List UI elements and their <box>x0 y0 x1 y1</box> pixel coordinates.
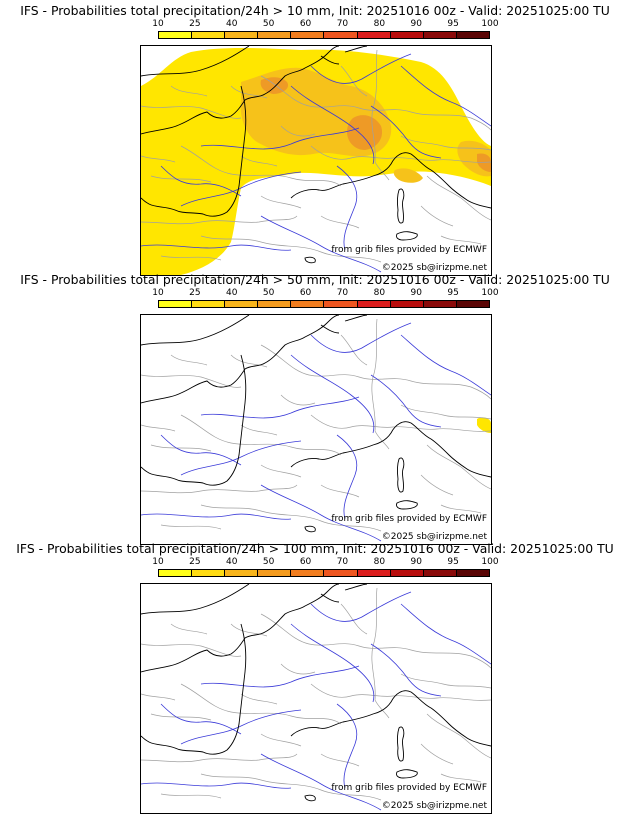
colorbar-tick-label: 40 <box>226 557 238 567</box>
colorbar-swatch <box>192 32 226 38</box>
panel-title: IFS - Probabilities total precipitation/… <box>20 272 610 287</box>
colorbar-swatch <box>159 32 193 38</box>
colorbar-tick-label: 60 <box>299 288 312 298</box>
probability-field <box>141 48 491 275</box>
colorbar-tick-label: 100 <box>481 19 499 29</box>
colorbar-swatch <box>390 570 424 576</box>
colorbar-swatch <box>456 570 489 576</box>
probability-map: from grib files provided by ECMWF ©2025 … <box>140 45 492 276</box>
colorbar-tick-label: 70 <box>336 19 349 29</box>
colorbar-tick-label: 95 <box>447 288 459 298</box>
colorbar-swatch <box>423 301 457 307</box>
colorbar-tick-label: 10 <box>152 557 164 567</box>
rivers <box>141 53 491 273</box>
probability-map: from grib files provided by ECMWF ©2025 … <box>140 583 492 814</box>
colorbar-swatch <box>291 570 325 576</box>
colorbar-tick-label: 90 <box>410 557 422 567</box>
forecast-panel-2: IFS - Probabilities total precipitation/… <box>0 269 630 545</box>
colorbar-swatch <box>225 570 259 576</box>
coastline <box>141 584 491 802</box>
colorbar-swatch <box>291 32 325 38</box>
colorbar <box>158 569 490 577</box>
colorbar-swatch <box>291 301 325 307</box>
colorbar-labels: 10 25 40 50 60 70 80 90 95 100 <box>152 19 498 31</box>
colorbar-swatch <box>324 301 358 307</box>
colorbar-swatch <box>159 570 193 576</box>
colorbar-tick-label: 70 <box>336 288 349 298</box>
colorbar-tick-label: 25 <box>189 288 201 298</box>
colorbar-tick-label: 25 <box>189 19 201 29</box>
colorbar-swatch <box>456 301 489 307</box>
map-canvas <box>141 584 491 811</box>
colorbar-swatch <box>258 301 292 307</box>
copyright-credit: ©2025 sb@irizpme.net <box>381 263 487 273</box>
colorbar-tick-label: 90 <box>410 19 422 29</box>
probability-map: from grib files provided by ECMWF ©2025 … <box>140 314 492 545</box>
colorbar-swatch <box>225 32 259 38</box>
colorbar-swatch <box>225 301 259 307</box>
colorbar-tick-label: 95 <box>447 19 459 29</box>
colorbar-swatch <box>324 32 358 38</box>
colorbar-tick-label: 80 <box>373 288 386 298</box>
colorbar-swatch <box>423 570 457 576</box>
colorbar-swatch <box>357 570 391 576</box>
probability-field <box>477 417 491 433</box>
colorbar <box>158 31 490 39</box>
colorbar-tick-label: 50 <box>262 288 275 298</box>
map-canvas <box>141 315 491 542</box>
colorbar-tick-label: 10 <box>152 288 164 298</box>
colorbar-tick-label: 70 <box>336 557 349 567</box>
colorbar-labels: 10 25 40 50 60 70 80 90 95 100 <box>152 557 498 569</box>
colorbar-tick-label: 50 <box>262 557 275 567</box>
map-canvas <box>141 46 491 275</box>
colorbar-tick-label: 80 <box>373 557 386 567</box>
panel-title: IFS - Probabilities total precipitation/… <box>16 541 614 556</box>
admin-borders <box>141 587 491 801</box>
source-credit: from grib files provided by ECMWF <box>331 245 487 255</box>
rivers <box>141 591 491 811</box>
colorbar-tick-label: 10 <box>152 19 164 29</box>
colorbar-swatch <box>456 32 489 38</box>
colorbar-tick-label: 95 <box>447 557 459 567</box>
colorbar-swatch <box>159 301 193 307</box>
source-credit: from grib files provided by ECMWF <box>331 783 487 793</box>
colorbar-tick-label: 100 <box>481 557 499 567</box>
copyright-credit: ©2025 sb@irizpme.net <box>381 801 487 811</box>
colorbar-swatch <box>258 32 292 38</box>
admin-borders <box>141 318 491 532</box>
colorbar-tick-label: 80 <box>373 19 386 29</box>
copyright-credit: ©2025 sb@irizpme.net <box>381 532 487 542</box>
panel-title: IFS - Probabilities total precipitation/… <box>20 3 610 18</box>
colorbar-tick-label: 60 <box>299 19 312 29</box>
colorbar-tick-label: 40 <box>226 288 238 298</box>
colorbar-swatch <box>258 570 292 576</box>
colorbar-tick-label: 60 <box>299 557 312 567</box>
colorbar-swatch <box>192 570 226 576</box>
coastline <box>141 46 491 264</box>
rivers <box>141 322 491 542</box>
colorbar-swatch <box>357 32 391 38</box>
colorbar-swatch <box>324 570 358 576</box>
colorbar-swatch <box>390 32 424 38</box>
colorbar-labels: 10 25 40 50 60 70 80 90 95 100 <box>152 288 498 300</box>
source-credit: from grib files provided by ECMWF <box>331 514 487 524</box>
colorbar-tick-label: 40 <box>226 19 238 29</box>
colorbar-swatch <box>390 301 424 307</box>
colorbar-swatch <box>192 301 226 307</box>
forecast-panel-3: IFS - Probabilities total precipitation/… <box>0 538 630 814</box>
forecast-panel-1: IFS - Probabilities total precipitation/… <box>0 0 630 276</box>
colorbar-tick-label: 25 <box>189 557 201 567</box>
colorbar <box>158 300 490 308</box>
colorbar-swatch <box>357 301 391 307</box>
colorbar-tick-label: 100 <box>481 288 499 298</box>
admin-borders <box>141 49 491 263</box>
colorbar-swatch <box>423 32 457 38</box>
colorbar-tick-label: 90 <box>410 288 422 298</box>
coastline <box>141 315 491 533</box>
colorbar-tick-label: 50 <box>262 19 275 29</box>
